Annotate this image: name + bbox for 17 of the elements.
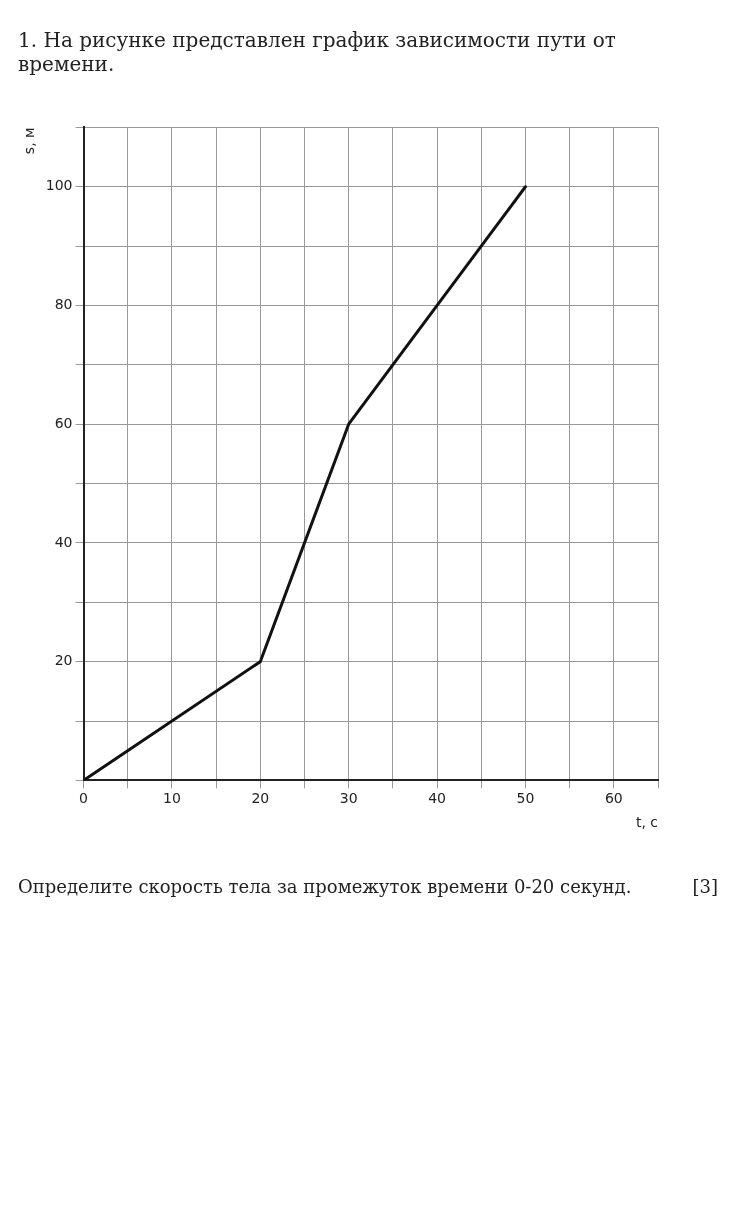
x-tick-label: 0 [79,790,88,807]
y-tick-label: 20 [54,652,73,669]
y-tick-label: 40 [54,533,73,550]
y-tick-label: 80 [54,296,73,313]
y-axis-title: s, м [21,127,38,155]
text: Определите скорость тела за промежуток времени 0-20 секунд. [18,876,632,897]
y-tick-label: 60 [54,414,73,431]
x-tick-label: 40 [428,790,446,807]
x-tick-label: 30 [339,790,358,807]
x-tick-label: 10 [162,790,181,807]
x-tick-label: 60 [604,790,623,807]
x-tick-label: 50 [516,790,535,807]
chart-title: 1. На рисунке представлен график зависимости пути от времени. [18,28,617,76]
y-tick-label: 100 [45,177,73,194]
x-axis-title: t, с [635,814,658,831]
text: [3] [692,876,718,897]
x-tick-label: 20 [251,790,270,807]
